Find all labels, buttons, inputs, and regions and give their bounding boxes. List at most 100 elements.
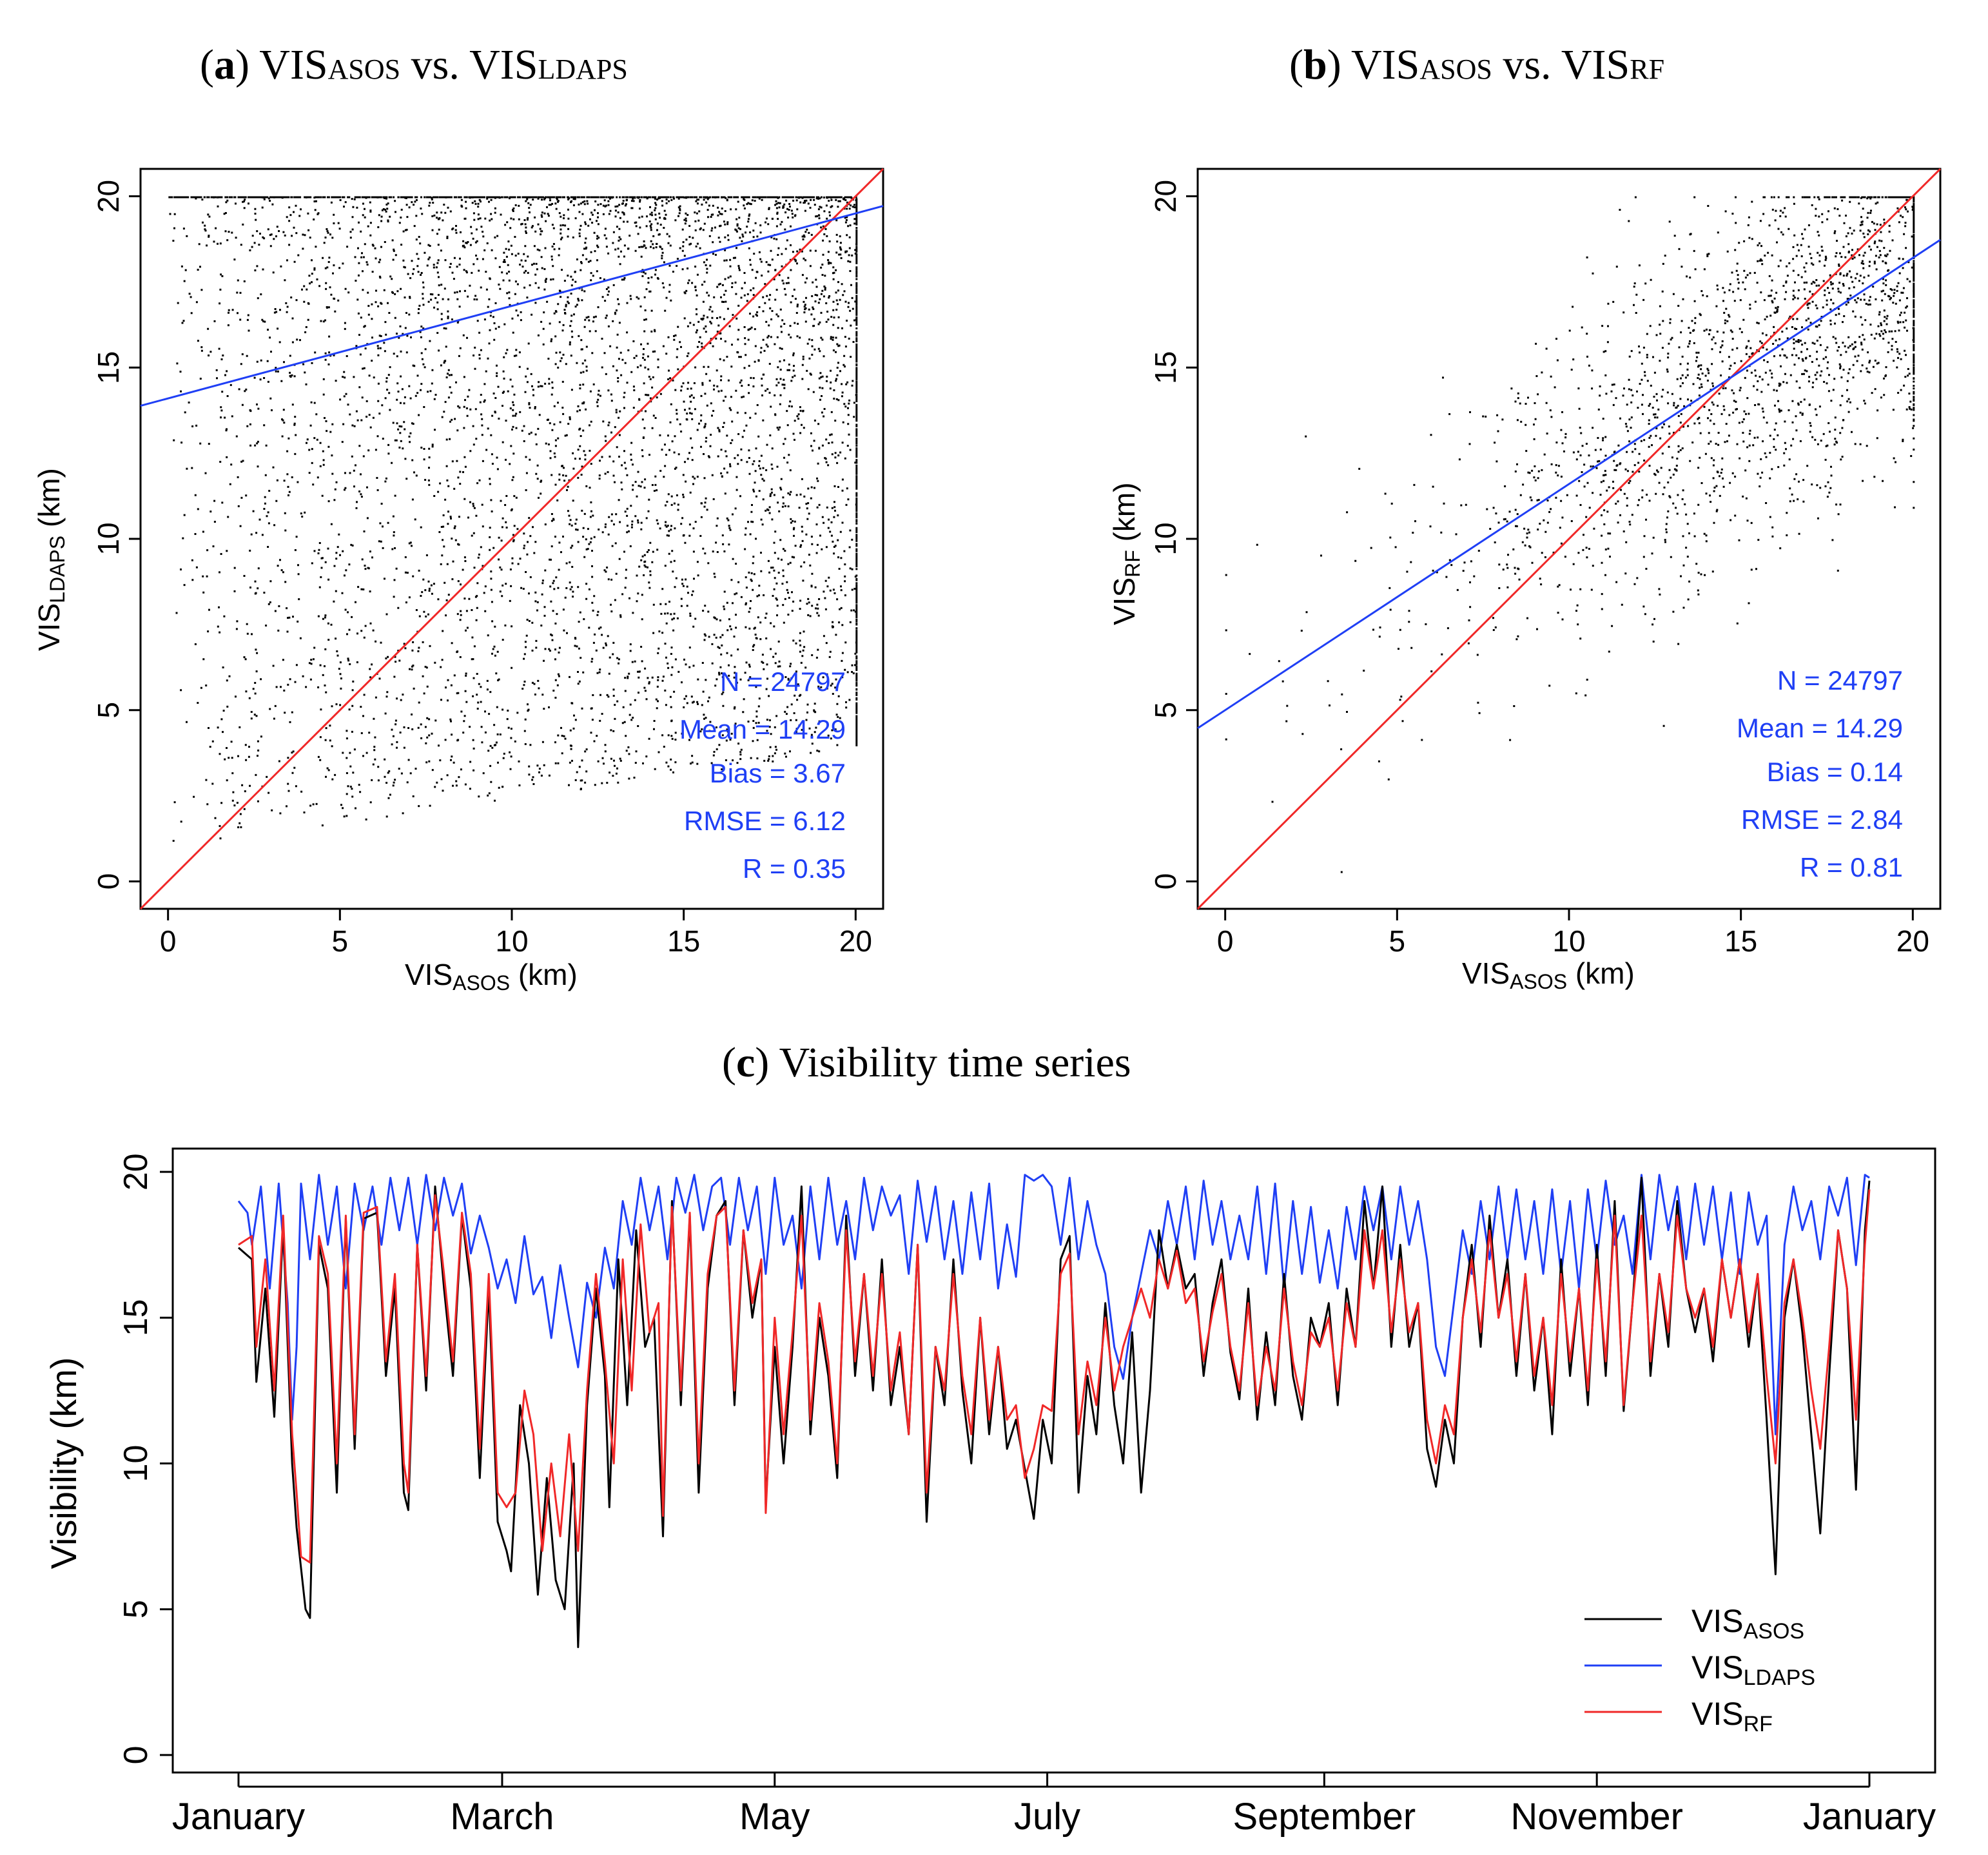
- panel-b-title-main: VIS: [1351, 41, 1419, 88]
- y-tick-label: 5: [1149, 702, 1182, 719]
- panel-b-ylabel: VISRF (km): [1107, 482, 1144, 625]
- panel-a-lines: [139, 168, 884, 910]
- panel-a-title: (a) VISASOS vs. VISLDAPS: [200, 41, 628, 88]
- x-tick-label: September: [1233, 1796, 1416, 1838]
- x-tick-label: 0: [160, 924, 177, 958]
- panel-b-ylabel-unit: (km): [1107, 482, 1141, 550]
- panel-a-stats: N = 24797 Mean = 14.29 Bias = 3.67 RMSE …: [679, 666, 846, 884]
- panel-b-stat-rmse: RMSE = 2.84: [1741, 804, 1903, 835]
- panel-a-x-axis: 0 5 10 15 20: [160, 909, 872, 958]
- panel-b-xlabel: VISASOS (km): [1462, 957, 1635, 993]
- panel-b-points: [1225, 196, 1915, 873]
- panel-a-title-vs: vs.: [400, 41, 469, 88]
- y-tick-label: 0: [92, 873, 125, 890]
- x-tick-label: January: [1803, 1796, 1936, 1838]
- x-tick-label: January: [172, 1796, 305, 1838]
- x-tick-label: July: [1014, 1796, 1080, 1838]
- y-tick-label: 15: [117, 1299, 155, 1336]
- legend-rf-label: VISRF: [1691, 1696, 1773, 1736]
- legend-ldaps-sub: LDAPS: [1744, 1666, 1816, 1690]
- y-tick-label: 10: [117, 1445, 155, 1482]
- panel-c-frame: [171, 1147, 1936, 1774]
- x-tick-label: 10: [495, 924, 528, 958]
- x-tick-label: May: [739, 1796, 810, 1838]
- x-tick-label: 20: [839, 924, 872, 958]
- legend-rf-sub: RF: [1744, 1712, 1773, 1736]
- legend-asos-main: VIS: [1691, 1603, 1744, 1639]
- panel-c-y-axis: 0 5 10 15 20: [117, 1153, 173, 1764]
- y-tick-label: 15: [1149, 351, 1182, 384]
- panel-a-ylabel-unit: (km): [32, 468, 66, 536]
- x-tick-label: November: [1510, 1796, 1683, 1838]
- panel-a-title-main: VIS: [259, 41, 327, 88]
- panel-a-ylabel-main: VIS: [32, 603, 66, 651]
- panel-a-stat-mean: Mean = 14.29: [679, 714, 846, 744]
- x-tick-label: 20: [1896, 924, 1929, 958]
- panel-c-x-axis: January March May July September November Janu…: [172, 1772, 1936, 1838]
- y-tick-label: 15: [92, 351, 125, 384]
- panel-b-xlabel-sub: ASOS: [1510, 970, 1567, 993]
- panel-b-ylabel-sub: RF: [1121, 550, 1144, 578]
- panel-b-title-sub2: RF: [1630, 53, 1664, 85]
- y-tick-label: 10: [1149, 522, 1182, 555]
- panel-b-xlabel-unit: (km): [1567, 957, 1635, 990]
- panel-a-stat-bias: Bias = 3.67: [710, 758, 846, 788]
- panel-a-scatter: 0 5 10 15 20 0 5 10 15 20 N = 24797 Mean = 14.29…: [32, 168, 884, 995]
- scatter-points-b: [1225, 196, 1915, 873]
- x-tick-label: 5: [1389, 924, 1406, 958]
- y-tick-label: 0: [117, 1745, 155, 1764]
- panel-b-stat-mean: Mean = 14.29: [1737, 713, 1903, 743]
- panel-b-y-axis: 0 5 10 15 20: [1149, 180, 1198, 889]
- panel-c-ylabel: Visibility (km): [43, 1357, 84, 1569]
- x-tick-label: 15: [1724, 924, 1757, 958]
- panel-b-letter: b: [1303, 41, 1327, 88]
- panel-b-title-main2: VIS: [1561, 41, 1630, 88]
- scatter-points-a: [168, 196, 858, 842]
- panel-a-stat-rmse: RMSE = 6.12: [684, 806, 846, 836]
- x-tick-label: 0: [1217, 924, 1234, 958]
- panel-c-series: [237, 1174, 1871, 1648]
- panel-a-title-sub2: LDAPS: [538, 53, 628, 85]
- y-tick-label: 10: [92, 522, 125, 555]
- panel-b-stats: N = 24797 Mean = 14.29 Bias = 0.14 RMSE …: [1737, 665, 1903, 882]
- panel-c-letter: c: [736, 1039, 755, 1086]
- legend-ldaps-label: VISLDAPS: [1691, 1649, 1815, 1690]
- one-to-one-line-a: [139, 168, 884, 910]
- panel-c-legend: VISASOS VISLDAPS VISRF: [1584, 1603, 1815, 1736]
- y-tick-label: 20: [92, 180, 125, 213]
- panel-a-xlabel: VISASOS (km): [405, 958, 578, 995]
- panel-a-stat-r: R = 0.35: [743, 853, 846, 884]
- legend-asos-sub: ASOS: [1744, 1619, 1804, 1644]
- panel-b-stat-bias: Bias = 0.14: [1767, 757, 1903, 787]
- x-tick-label: 15: [667, 924, 700, 958]
- y-tick-label: 5: [92, 702, 125, 719]
- panel-a-title-sub1: ASOS: [328, 53, 401, 85]
- panel-a-stat-n: N = 24797: [720, 666, 846, 697]
- panel-b-lines: [1196, 168, 1942, 910]
- x-tick-label: 10: [1552, 924, 1585, 958]
- x-tick-label: March: [450, 1796, 554, 1838]
- y-tick-label: 5: [117, 1600, 155, 1618]
- one-to-one-line-b: [1196, 168, 1942, 910]
- panel-b-stat-r: R = 0.81: [1800, 852, 1903, 882]
- panel-c-title: (c) Visibility time series: [722, 1039, 1131, 1086]
- panel-a-ylabel-sub: LDAPS: [46, 536, 69, 603]
- panel-b-title-vs: vs.: [1492, 41, 1561, 88]
- panel-c-title-text: Visibility time series: [769, 1039, 1131, 1086]
- legend-rf-main: VIS: [1691, 1696, 1744, 1732]
- legend-ldaps-main: VIS: [1691, 1649, 1744, 1685]
- panel-b-ylabel-main: VIS: [1107, 578, 1141, 625]
- panel-a-letter: a: [214, 41, 235, 88]
- panel-a-xlabel-main: VIS: [405, 958, 453, 991]
- panel-a-ylabel: VISLDAPS (km): [32, 468, 69, 651]
- series-line-vis-ldaps: [237, 1174, 1870, 1435]
- legend-asos-label: VISASOS: [1691, 1603, 1804, 1644]
- panel-b-xlabel-main: VIS: [1462, 957, 1510, 990]
- y-tick-label: 20: [1149, 180, 1182, 213]
- y-tick-label: 0: [1149, 873, 1182, 890]
- panel-a-xlabel-unit: (km): [510, 958, 578, 991]
- panel-b-stat-n: N = 24797: [1777, 665, 1903, 695]
- panel-b-x-axis: 0 5 10 15 20: [1217, 909, 1929, 958]
- panel-a-xlabel-sub: ASOS: [453, 971, 510, 995]
